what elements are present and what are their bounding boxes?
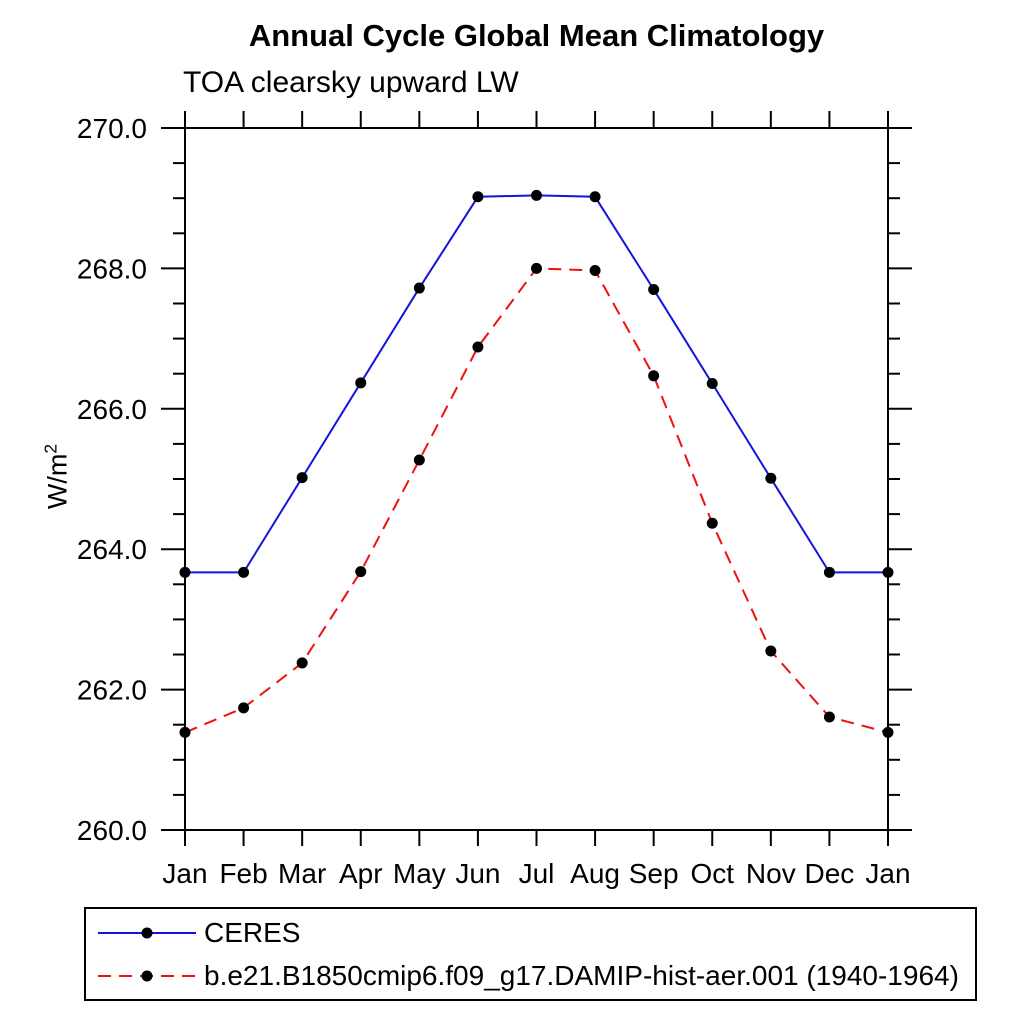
x-tick-label: Jun: [455, 858, 500, 889]
legend-item-model: b.e21.B1850cmip6.f09_g17.DAMIP-hist-aer.…: [92, 954, 975, 997]
data-point-marker: [179, 726, 191, 738]
data-point-marker: [589, 191, 601, 203]
legend-key-dashed-line-dot-icon: [98, 970, 196, 981]
data-point-marker: [882, 566, 894, 578]
legend-label-ceres: CERES: [204, 916, 301, 948]
data-point-marker: [472, 191, 484, 203]
legend-label-model: b.e21.B1850cmip6.f09_g17.DAMIP-hist-aer.…: [204, 959, 959, 991]
x-tick-label: May: [393, 858, 446, 889]
chart-title: Annual Cycle Global Mean Climatology: [248, 18, 825, 53]
data-point-marker: [531, 262, 542, 274]
data-point-marker: [413, 454, 425, 466]
x-tick-label: Apr: [339, 858, 383, 889]
data-point-marker: [296, 472, 308, 484]
data-point-marker: [413, 282, 425, 294]
data-point-marker: [823, 566, 835, 578]
x-tick-label: Jul: [519, 858, 555, 889]
data-point-marker: [706, 378, 718, 390]
legend: CERES b.e21.B1850cmip6.f09_g17.DAMIP-his…: [84, 907, 977, 1001]
x-tick-label: Jan: [865, 858, 910, 889]
legend-item-ceres: CERES: [92, 911, 975, 954]
data-point-marker: [238, 702, 250, 714]
y-tick-label: 262.0: [77, 675, 147, 706]
data-point-marker: [238, 566, 250, 578]
series-line-1: [184, 267, 889, 734]
data-point-marker: [179, 566, 191, 578]
x-tick-label: Oct: [690, 858, 734, 889]
data-point-marker: [706, 517, 718, 529]
legend-key-solid-line-dot-icon: [98, 927, 196, 938]
y-tick-label: 268.0: [77, 253, 147, 284]
x-tick-label: Feb: [219, 858, 267, 889]
data-point-marker: [296, 657, 308, 669]
data-point-marker: [765, 472, 777, 484]
y-tick-label: 264.0: [77, 534, 147, 565]
y-tick-label: 266.0: [77, 394, 147, 425]
y-tick-label: 270.0: [77, 113, 147, 144]
y-tick-label: 260.0: [77, 815, 147, 846]
x-tick-label: Nov: [746, 858, 796, 889]
data-point-marker: [765, 645, 777, 657]
data-point-marker: [472, 341, 484, 353]
x-tick-label: Sep: [629, 858, 679, 889]
data-point-marker: [355, 377, 367, 389]
data-point-marker: [648, 283, 660, 295]
data-point-marker: [355, 566, 367, 578]
data-point-marker: [823, 711, 835, 723]
data-point-marker: [589, 265, 601, 277]
data-point-marker: [648, 370, 660, 382]
x-tick-label: Dec: [805, 858, 855, 889]
x-tick-label: Mar: [278, 858, 326, 889]
data-point-marker: [531, 189, 542, 201]
series-line-0: [185, 194, 888, 574]
data-point-marker: [882, 726, 894, 738]
x-tick-label: Jan: [162, 858, 207, 889]
chart-subtitle: TOA clearsky upward LW: [183, 66, 519, 99]
plot-border: [184, 127, 889, 831]
x-tick-label: Aug: [570, 858, 620, 889]
